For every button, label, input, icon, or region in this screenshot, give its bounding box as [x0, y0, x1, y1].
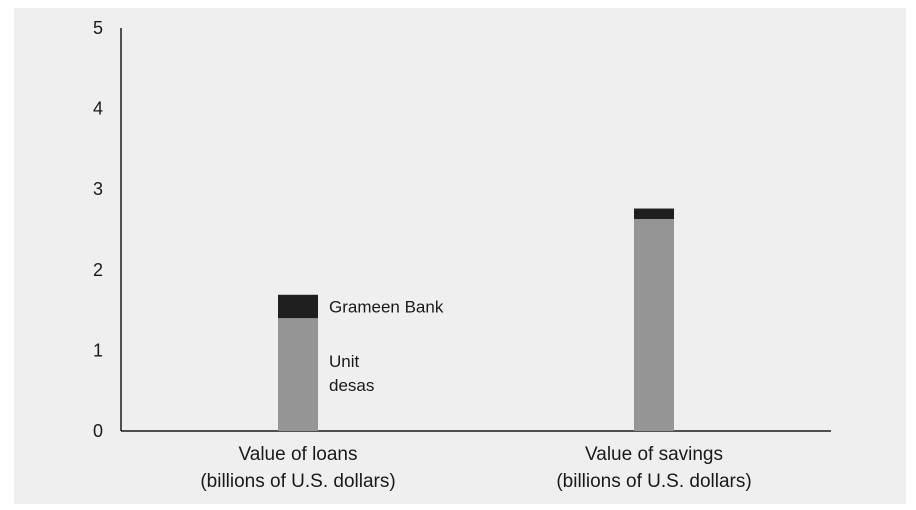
y-tick-label-4: 4 — [93, 99, 103, 119]
category-label-0-line-1: (billions of U.S. dollars) — [200, 471, 395, 492]
category-label-1-line-1: (billions of U.S. dollars) — [556, 471, 751, 492]
y-tick-label-3: 3 — [93, 179, 103, 199]
category-label-1-line-0: Value of savings — [585, 444, 723, 465]
y-tick-label-0: 0 — [93, 421, 103, 441]
annotation-grameen-bank-line-0: Grameen Bank — [329, 297, 444, 316]
y-tick-label-5: 5 — [93, 18, 103, 38]
y-tick-label-1: 1 — [93, 340, 103, 360]
annotation-unit-desas-line-1: desas — [329, 376, 374, 395]
annotation-unit-desas-line-0: Unit — [329, 352, 360, 371]
category-label-0-line-0: Value of loans — [238, 444, 357, 465]
bar-segment-unit-desas-1 — [634, 219, 674, 431]
bar-segment-unit-desas-0 — [278, 318, 318, 431]
bar-segment-grameen-bank-1 — [634, 208, 674, 220]
y-tick-label-2: 2 — [93, 260, 103, 280]
bar-segment-grameen-bank-0 — [278, 294, 318, 319]
chart-panel — [14, 8, 906, 504]
